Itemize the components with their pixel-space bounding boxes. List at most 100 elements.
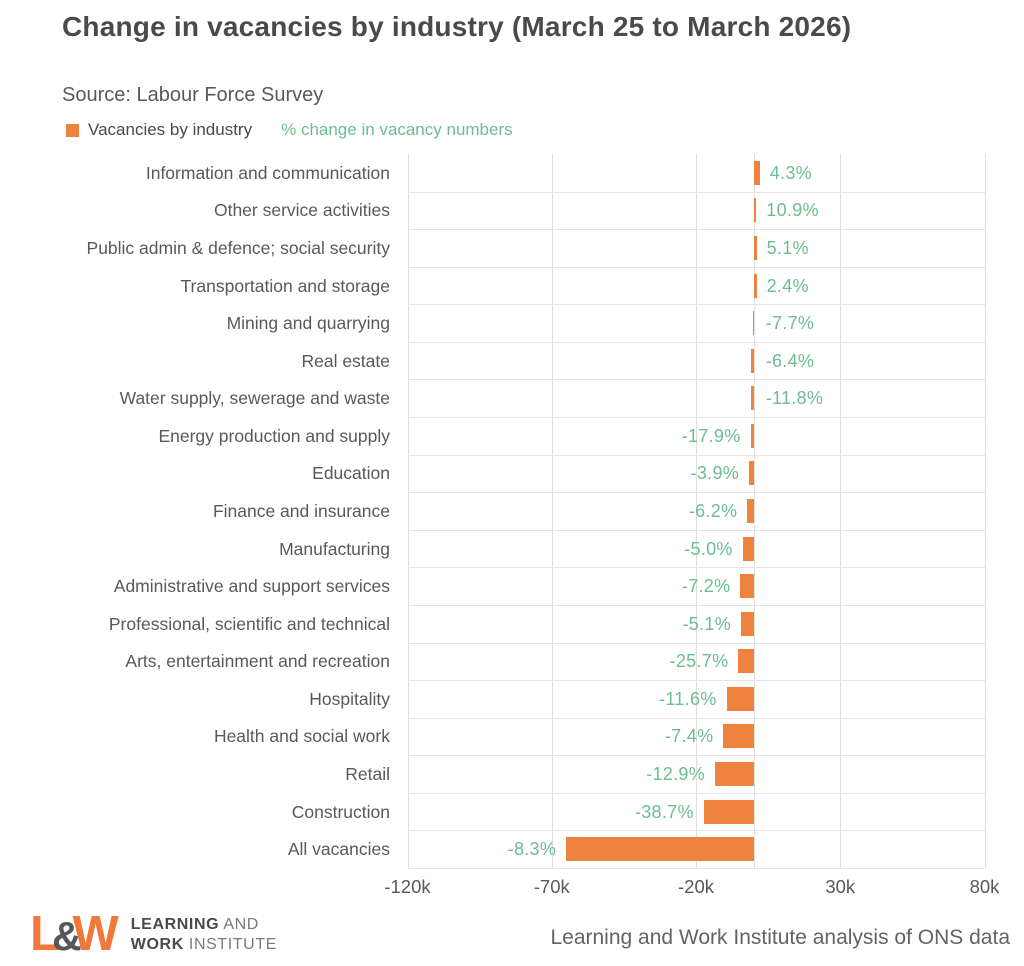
- category-label: Energy production and supply: [158, 425, 390, 446]
- row-separator-line: [407, 229, 985, 231]
- gridline-vertical: [407, 154, 409, 868]
- logo-letter-w: W: [72, 907, 119, 961]
- x-axis-tick-label: 30k: [825, 876, 856, 897]
- category-label: Information and communication: [145, 162, 390, 183]
- row-separator-line: [407, 604, 985, 606]
- category-label: Administrative and support services: [113, 576, 390, 597]
- gridline-vertical: [551, 154, 553, 868]
- pct-change-label: 10.9%: [766, 200, 819, 221]
- pct-change-label: 5.1%: [766, 237, 809, 258]
- pct-change-label: -25.7%: [669, 651, 729, 672]
- row-separator-line: [407, 755, 985, 757]
- row-separator-line: [407, 304, 985, 306]
- pct-change-label: -3.9%: [690, 463, 740, 484]
- bar: [749, 461, 754, 486]
- lw-logo-text: LEARNING AND WORK INSTITUTE: [131, 915, 277, 954]
- chart-title: Change in vacancies by industry (March 2…: [62, 11, 852, 42]
- row-separator-line: [407, 379, 985, 381]
- bar: [753, 235, 757, 260]
- chart-source: Source: Labour Force Survey: [62, 84, 324, 106]
- legend-value-label: % change in vacancy numbers: [281, 120, 513, 139]
- category-label: Arts, entertainment and recreation: [125, 651, 390, 672]
- category-label: Real estate: [301, 350, 390, 371]
- x-axis-tick-label: -20k: [678, 876, 714, 897]
- row-separator-line: [407, 792, 985, 794]
- pct-change-label: -12.9%: [646, 764, 706, 785]
- pct-change-label: -8.3%: [507, 839, 557, 860]
- pct-change-label: -6.4%: [765, 350, 815, 371]
- row-separator-line: [407, 680, 985, 682]
- logo-text-line1: LEARNING AND: [130, 916, 259, 933]
- chart-legend: Vacancies by industry % change in vacanc…: [66, 119, 513, 141]
- bar: [740, 574, 754, 599]
- pct-change-label: -11.6%: [659, 688, 717, 709]
- bar: [747, 499, 754, 523]
- row-separator-line: [407, 417, 985, 419]
- row-separator-line: [407, 717, 985, 719]
- pct-change-label: -7.2%: [681, 576, 731, 597]
- logo-letter-l: L: [30, 907, 60, 961]
- row-separator-line: [407, 529, 985, 531]
- row-separator-line: [407, 454, 985, 456]
- row-separator-line: [407, 567, 985, 569]
- bar: [726, 686, 754, 711]
- pct-change-label: -38.7%: [634, 801, 694, 822]
- bar: [751, 348, 754, 373]
- category-label: Other service activities: [213, 200, 390, 221]
- legend-series-label: Vacancies by industry: [88, 120, 253, 139]
- gridline-vertical: [984, 154, 986, 868]
- category-label: Construction: [291, 801, 390, 822]
- attribution-text: Learning and Work Institute analysis of …: [550, 926, 1010, 949]
- zero-axis-line: [753, 154, 755, 868]
- pct-change-label: -5.1%: [682, 613, 732, 634]
- pct-change-label: -6.2%: [688, 501, 738, 521]
- pct-change-label: -7.4%: [664, 726, 714, 747]
- logo-ampersand: &: [51, 913, 82, 959]
- logo-text-line2: WORK INSTITUTE: [130, 935, 277, 953]
- row-separator-line: [407, 830, 985, 832]
- x-axis-tick-label: 80k: [969, 876, 1000, 897]
- category-label: Public admin & defence; social security: [86, 237, 390, 258]
- gridline-vertical: [840, 154, 842, 868]
- bar: [566, 837, 754, 862]
- pct-change-label: -17.9%: [681, 425, 741, 446]
- bar: [723, 724, 754, 749]
- category-label: Health and social work: [213, 726, 390, 747]
- category-label: Professional, scientific and technical: [108, 613, 390, 634]
- category-label: Hospitality: [309, 688, 390, 709]
- category-label: All vacancies: [287, 839, 390, 860]
- category-label: Education: [312, 463, 390, 484]
- x-axis-tick-label: -120k: [384, 876, 431, 897]
- row-separator-line: [407, 266, 985, 268]
- pct-change-label: -7.7%: [765, 313, 815, 334]
- bar: [738, 649, 754, 674]
- category-label: Retail: [345, 764, 390, 785]
- bar: [753, 160, 760, 185]
- bar: [751, 386, 754, 411]
- bar: [753, 273, 757, 298]
- bar: [715, 762, 754, 787]
- bar: [753, 198, 757, 223]
- category-label: Transportation and storage: [180, 275, 390, 296]
- row-separator-line: [407, 642, 985, 644]
- legend-swatch-icon: [66, 123, 79, 137]
- bar: [750, 423, 754, 448]
- bar: [741, 611, 754, 636]
- row-separator-line: [407, 341, 985, 343]
- gridline-vertical: [696, 154, 697, 868]
- category-label: Mining and quarrying: [226, 313, 390, 334]
- pct-change-label: -5.0%: [684, 538, 733, 559]
- lw-logo-mark-icon: L & W: [30, 907, 119, 961]
- bar: [742, 536, 754, 561]
- pct-change-label: 2.4%: [766, 275, 809, 296]
- pct-change-label: 4.3%: [769, 162, 812, 183]
- row-separator-line: [407, 492, 985, 494]
- bar: [753, 311, 754, 336]
- category-label: Water supply, sewerage and waste: [119, 388, 390, 409]
- category-label: Finance and insurance: [212, 501, 390, 521]
- bar: [703, 799, 754, 824]
- category-label: Manufacturing: [279, 538, 390, 559]
- lw-logo: L & W LEARNING AND WORK INSTITUTE: [30, 908, 277, 961]
